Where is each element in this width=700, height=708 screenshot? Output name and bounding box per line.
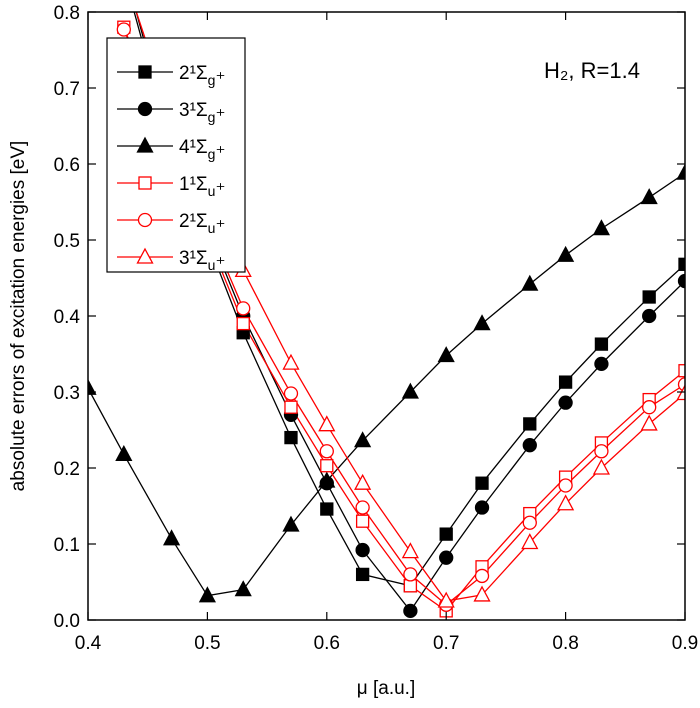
marker bbox=[557, 245, 575, 262]
marker bbox=[594, 337, 609, 351]
marker bbox=[284, 430, 298, 445]
marker bbox=[116, 22, 131, 37]
marker bbox=[88, 378, 97, 395]
marker bbox=[354, 473, 372, 490]
marker bbox=[640, 188, 658, 205]
legend-label: 3¹Σg⁺ bbox=[179, 100, 225, 127]
marker bbox=[282, 515, 300, 532]
marker bbox=[283, 386, 299, 401]
marker bbox=[236, 301, 251, 316]
y-tick-label: 0.7 bbox=[54, 79, 80, 100]
marker bbox=[138, 176, 152, 190]
marker bbox=[522, 438, 537, 453]
marker bbox=[522, 515, 537, 530]
marker bbox=[138, 65, 152, 79]
legend-label: 2¹Σu⁺ bbox=[179, 211, 225, 238]
marker bbox=[355, 500, 370, 515]
legend: 2¹Σg⁺ 3¹Σg⁺ 4¹Σg⁺ 1¹Σu⁺ 2¹Σu⁺ 3¹Σu⁺ bbox=[106, 37, 246, 275]
y-tick-label: 0.5 bbox=[54, 231, 80, 252]
marker bbox=[642, 400, 657, 415]
marker bbox=[284, 400, 298, 414]
marker bbox=[401, 382, 419, 399]
marker bbox=[403, 603, 418, 619]
x-tick-label: 0.4 bbox=[75, 633, 102, 654]
x-tick-label: 0.9 bbox=[672, 633, 698, 654]
marker bbox=[473, 314, 491, 331]
marker bbox=[282, 353, 300, 370]
y-tick-label: 0.4 bbox=[54, 307, 81, 328]
legend-label: 4¹Σg⁺ bbox=[179, 137, 225, 164]
marker bbox=[640, 414, 658, 431]
marker bbox=[401, 542, 419, 559]
marker bbox=[355, 567, 370, 582]
marker bbox=[115, 444, 133, 461]
marker bbox=[677, 273, 685, 289]
annotation: H₂, R=1.4 bbox=[544, 58, 640, 83]
marker bbox=[437, 346, 455, 363]
legend-box bbox=[106, 37, 246, 273]
marker bbox=[403, 579, 418, 593]
marker bbox=[557, 494, 575, 511]
marker bbox=[137, 101, 153, 117]
marker bbox=[354, 431, 372, 448]
x-tick-label: 0.7 bbox=[433, 633, 459, 654]
marker bbox=[198, 586, 216, 603]
x-tick-label: 0.8 bbox=[552, 633, 578, 654]
y-tick-label: 0.0 bbox=[54, 611, 80, 632]
marker bbox=[234, 580, 252, 597]
marker bbox=[320, 502, 334, 516]
marker bbox=[678, 364, 685, 378]
marker bbox=[403, 567, 418, 582]
x-tick-label: 0.6 bbox=[314, 633, 340, 654]
marker bbox=[475, 476, 489, 490]
marker bbox=[439, 550, 454, 565]
y-tick-label: 0.2 bbox=[54, 459, 80, 480]
y-axis-title: absolute errors of excitation energies [… bbox=[8, 141, 29, 492]
marker bbox=[521, 274, 539, 291]
marker bbox=[319, 444, 334, 459]
marker bbox=[439, 527, 453, 541]
series-line bbox=[88, 172, 685, 597]
marker bbox=[642, 290, 656, 304]
marker bbox=[318, 415, 336, 432]
marker bbox=[594, 356, 609, 372]
marker bbox=[642, 308, 657, 324]
marker bbox=[437, 591, 455, 608]
marker bbox=[474, 568, 490, 584]
legend-label: 1¹Σu⁺ bbox=[179, 174, 225, 201]
marker bbox=[320, 459, 334, 473]
marker bbox=[136, 136, 154, 153]
marker bbox=[162, 529, 181, 546]
x-tick-label: 0.5 bbox=[194, 633, 220, 654]
marker bbox=[558, 375, 573, 389]
marker bbox=[558, 478, 573, 493]
marker bbox=[355, 514, 370, 528]
legend-label: 3¹Σu⁺ bbox=[179, 248, 225, 275]
marker bbox=[236, 316, 250, 331]
marker bbox=[137, 212, 153, 228]
series-line bbox=[135, 12, 685, 612]
marker bbox=[676, 163, 685, 180]
marker bbox=[473, 585, 491, 602]
legend-label: 2¹Σg⁺ bbox=[179, 63, 225, 90]
y-tick-label: 0.6 bbox=[54, 155, 80, 176]
marker bbox=[558, 395, 573, 410]
marker bbox=[474, 500, 490, 515]
marker bbox=[355, 542, 370, 558]
marker bbox=[318, 471, 336, 488]
marker bbox=[678, 257, 685, 271]
y-tick-label: 0.8 bbox=[54, 3, 80, 24]
plot-area bbox=[88, 12, 685, 619]
y-tick-label: 0.3 bbox=[54, 383, 80, 404]
marker bbox=[521, 533, 539, 550]
marker bbox=[592, 458, 611, 475]
x-axis-title: μ [a.u.] bbox=[357, 678, 415, 699]
marker bbox=[136, 247, 154, 264]
marker bbox=[523, 417, 537, 431]
series-line bbox=[123, 29, 685, 606]
marker bbox=[592, 219, 611, 236]
y-tick-label: 0.1 bbox=[54, 535, 80, 556]
marker bbox=[594, 444, 609, 459]
